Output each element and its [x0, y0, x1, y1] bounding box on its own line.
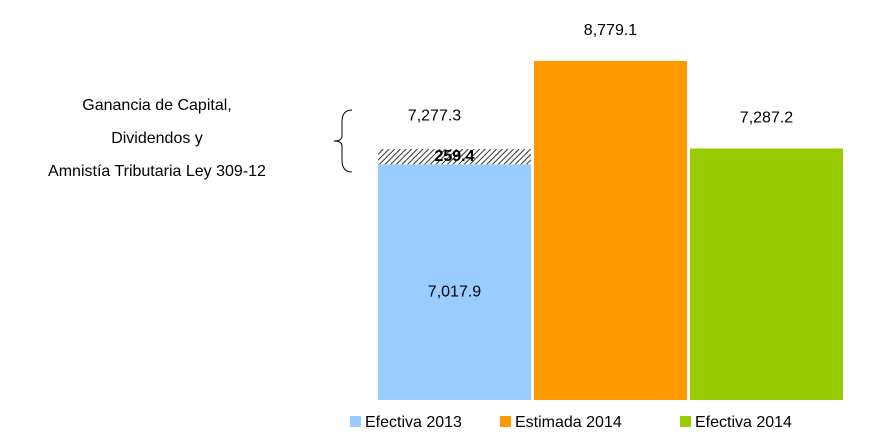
- legend-swatch: [680, 416, 691, 427]
- bar-segment: [378, 149, 531, 165]
- total-label: 7,277.3: [408, 107, 461, 124]
- annotation: Amnistía Tributaria Ley 309-12: [48, 163, 266, 180]
- legend-label: Estimada 2014: [515, 414, 622, 431]
- legend-label: Efectiva 2014: [695, 414, 792, 431]
- annotation: Ganancia de Capital,: [82, 97, 231, 114]
- legend-label: Efectiva 2013: [365, 414, 462, 431]
- value-label: 8,779.1: [584, 22, 637, 39]
- value-label: 7,287.2: [740, 110, 793, 127]
- value-label: 259.4: [434, 148, 474, 165]
- annotation: Dividendos y: [111, 130, 203, 147]
- brace: [333, 109, 353, 173]
- value-label: 7,017.9: [428, 283, 481, 300]
- legend-swatch: [350, 416, 361, 427]
- bar-segment: [534, 60, 687, 400]
- bar-segment: [690, 148, 843, 400]
- legend-swatch: [500, 416, 511, 427]
- bar-segment: [378, 164, 531, 400]
